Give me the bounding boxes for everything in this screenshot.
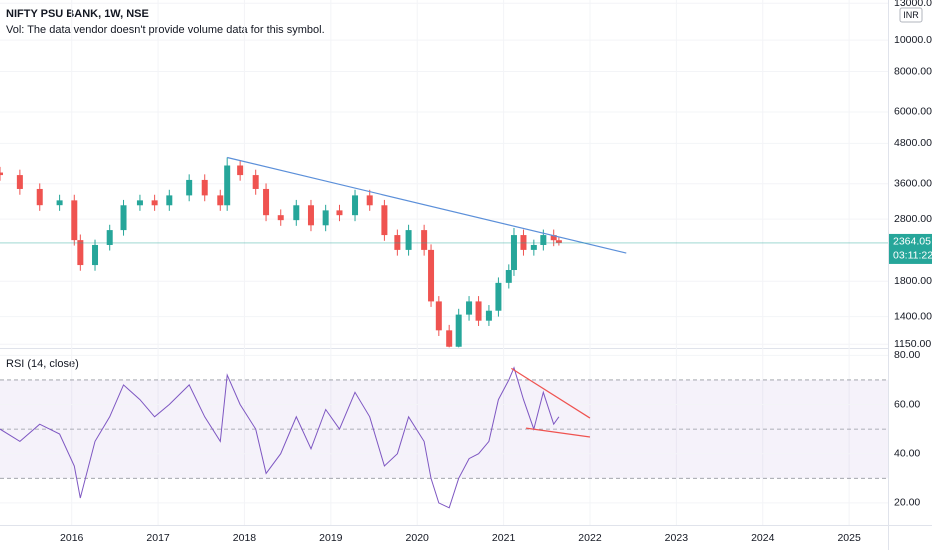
candle-body bbox=[428, 249, 435, 302]
candle-body bbox=[495, 282, 502, 311]
y-tick-label: 8000.00 bbox=[894, 65, 932, 77]
candle-body bbox=[381, 205, 388, 236]
y-tick-label: 80.00 bbox=[894, 349, 920, 361]
candle-body bbox=[16, 175, 23, 189]
currency-box bbox=[899, 7, 923, 23]
x-tick-label: 2017 bbox=[146, 532, 170, 544]
candle-body bbox=[540, 235, 547, 245]
candle-body bbox=[455, 314, 462, 347]
candle-body bbox=[435, 301, 442, 331]
symbol-title: NIFTY PSU BANK, 1W, NSE bbox=[6, 8, 149, 20]
candle-body bbox=[186, 179, 193, 196]
candle-body bbox=[293, 205, 300, 221]
candle-body bbox=[120, 205, 127, 231]
candle-body bbox=[136, 200, 143, 206]
x-tick-label: 2025 bbox=[837, 532, 861, 544]
rsi-line bbox=[0, 366, 560, 509]
candle-body bbox=[466, 301, 473, 315]
candle-body bbox=[421, 230, 428, 250]
candle-body bbox=[71, 200, 78, 241]
y-tick-label: 1150.00 bbox=[894, 338, 931, 350]
y-tick-label: 1400.00 bbox=[894, 310, 932, 322]
candle-body bbox=[475, 301, 482, 321]
last-price-box bbox=[889, 233, 932, 264]
candle-body bbox=[510, 235, 517, 271]
x-tick-label: 2018 bbox=[233, 532, 257, 544]
candle-body bbox=[366, 195, 373, 206]
candle-body bbox=[322, 210, 329, 226]
candle-body bbox=[151, 200, 158, 206]
candle-body bbox=[352, 195, 359, 216]
y-tick-label: 3600.00 bbox=[894, 178, 932, 190]
candle-body bbox=[405, 230, 412, 250]
candle-body bbox=[307, 205, 314, 226]
y-tick-label: 60.00 bbox=[894, 398, 920, 410]
y-tick-label: 2800.00 bbox=[894, 213, 932, 225]
candle-body bbox=[263, 188, 270, 216]
candle-body bbox=[485, 310, 492, 321]
y-tick-label: 13000.00 bbox=[894, 0, 932, 9]
candle-body bbox=[446, 330, 453, 347]
trendline bbox=[525, 427, 591, 438]
candle-body bbox=[92, 244, 99, 266]
candle-body bbox=[336, 210, 343, 216]
y-tick-label: 20.00 bbox=[894, 497, 920, 509]
x-tick-label: 2023 bbox=[665, 532, 689, 544]
candle-body bbox=[394, 235, 401, 250]
x-tick-label: 2020 bbox=[406, 532, 430, 544]
trendline bbox=[511, 367, 591, 419]
x-tick-label: 2016 bbox=[60, 532, 84, 544]
volume-note: Vol: The data vendor doesn't provide vol… bbox=[6, 24, 325, 36]
candle-body bbox=[106, 230, 113, 245]
trendline bbox=[227, 156, 627, 254]
candle-body bbox=[252, 175, 259, 189]
last-price-label: 2364.05 bbox=[893, 236, 931, 248]
candle-body bbox=[56, 200, 63, 206]
y-tick-label: 4800.00 bbox=[894, 137, 932, 149]
candle-body bbox=[277, 215, 284, 221]
candle-body bbox=[550, 235, 557, 241]
candle-body bbox=[555, 240, 562, 243]
y-tick-label: 1800.00 bbox=[894, 275, 932, 287]
candle-body bbox=[237, 165, 244, 176]
candle-body bbox=[520, 235, 527, 250]
y-tick-label: 10000.00 bbox=[894, 34, 932, 46]
rsi-title: RSI (14, close) bbox=[6, 358, 79, 370]
candle-body bbox=[217, 195, 224, 206]
candle-body bbox=[166, 195, 173, 206]
currency: INR bbox=[903, 10, 919, 20]
x-tick-label: 2024 bbox=[751, 532, 775, 544]
candle-body bbox=[0, 172, 3, 176]
countdown: 03:11:22 bbox=[893, 250, 932, 262]
candle-body bbox=[505, 270, 512, 283]
candle-body bbox=[530, 244, 537, 250]
y-tick-label: 40.00 bbox=[894, 447, 920, 459]
candle-body bbox=[36, 188, 43, 206]
x-tick-label: 2021 bbox=[492, 532, 516, 544]
x-tick-label: 2022 bbox=[578, 532, 602, 544]
candle-body bbox=[77, 240, 84, 266]
y-tick-label: 6000.00 bbox=[894, 106, 932, 118]
x-tick-label: 2019 bbox=[319, 532, 343, 544]
candle-body bbox=[201, 179, 208, 196]
candle-body bbox=[224, 165, 231, 206]
